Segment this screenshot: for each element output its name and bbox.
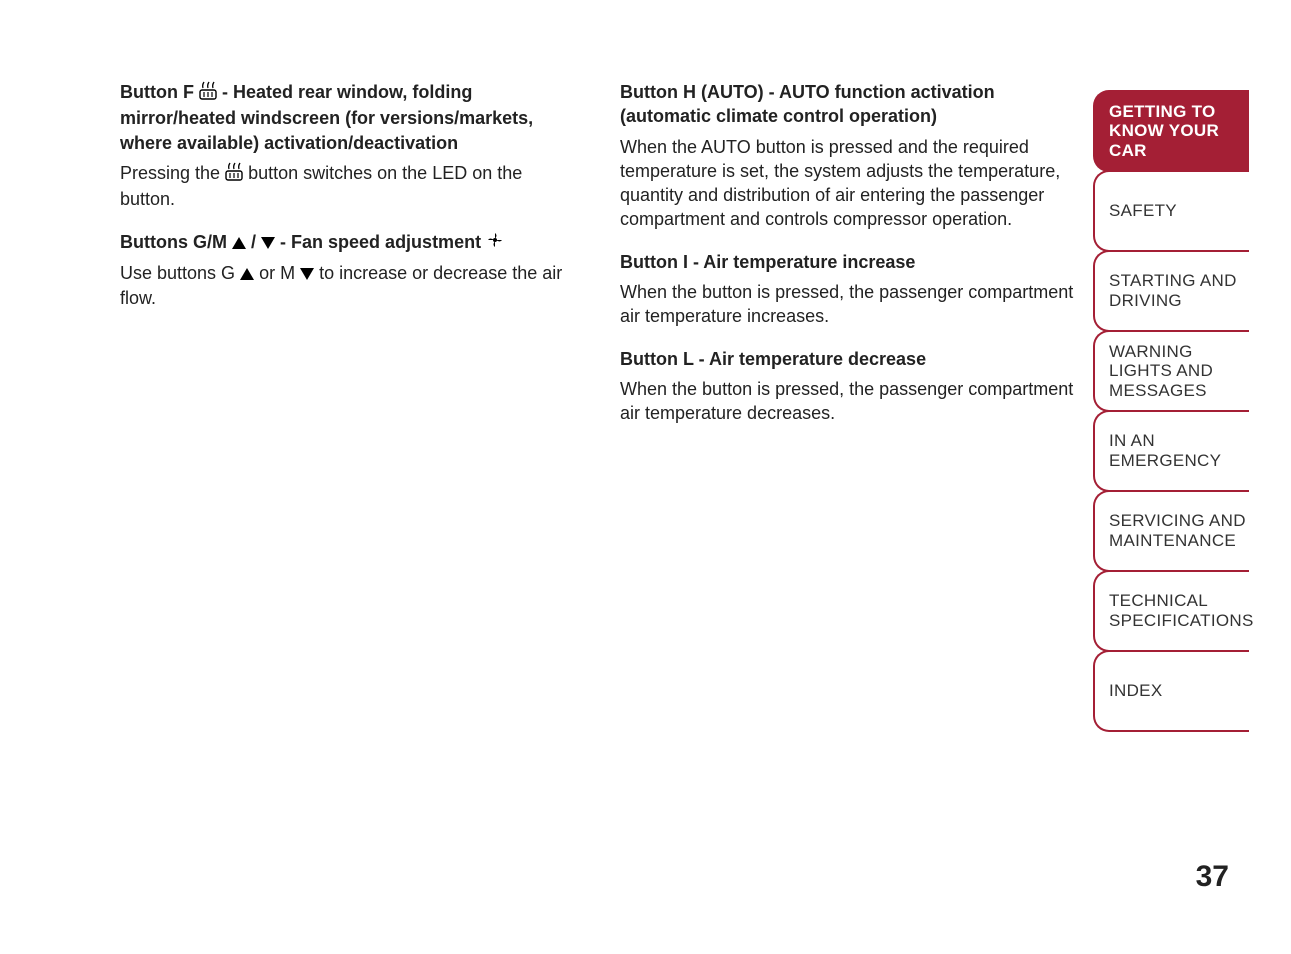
section-heading-buttons-gm: Buttons G/M / - Fan speed adjustment (120, 230, 580, 255)
body-text: When the button is pressed, the passenge… (620, 280, 1080, 329)
tab-index[interactable]: INDEX (1093, 650, 1249, 732)
triangle-down-icon (300, 262, 314, 286)
tab-warning-lights[interactable]: WARNING LIGHTS AND MESSAGES (1093, 330, 1249, 412)
tab-label: IN AN EMERGENCY (1109, 431, 1249, 470)
text: or M (259, 263, 300, 283)
heated-rear-window-icon (199, 80, 217, 106)
tab-starting-driving[interactable]: STARTING AND DRIVING (1093, 250, 1249, 332)
tab-label: GETTING TO KNOW YOUR CAR (1109, 102, 1249, 161)
tab-safety[interactable]: SAFETY (1093, 170, 1249, 252)
body-text: Use buttons G or M to increase or decrea… (120, 261, 580, 311)
section-heading-button-h: Button H (AUTO) - AUTO function activati… (620, 80, 1080, 129)
triangle-down-icon (261, 231, 275, 255)
tab-emergency[interactable]: IN AN EMERGENCY (1093, 410, 1249, 492)
text: Use buttons G (120, 263, 240, 283)
section-heading-button-l: Button L - Air temperature decrease (620, 347, 1080, 371)
tab-getting-to-know[interactable]: GETTING TO KNOW YOUR CAR (1093, 90, 1249, 172)
tab-label: SERVICING AND MAINTENANCE (1109, 511, 1249, 550)
tab-label: TECHNICAL SPECIFICATIONS (1109, 591, 1254, 630)
triangle-up-icon (232, 231, 246, 255)
text: Pressing the (120, 163, 225, 183)
tab-servicing[interactable]: SERVICING AND MAINTENANCE (1093, 490, 1249, 572)
page-number: 37 (1196, 860, 1229, 894)
tab-label: WARNING LIGHTS AND MESSAGES (1109, 342, 1249, 401)
section-heading-button-i: Button I - Air temperature increase (620, 250, 1080, 274)
right-column: Button H (AUTO) - AUTO function activati… (620, 80, 1080, 444)
body-text: When the AUTO button is pressed and the … (620, 135, 1080, 232)
left-column: Button F - Heated rear window, folding m… (120, 80, 580, 444)
heading-text: Buttons G/M (120, 232, 232, 252)
body-text: When the button is pressed, the passenge… (620, 377, 1080, 426)
fan-icon (486, 231, 504, 255)
content-columns: Button F - Heated rear window, folding m… (120, 80, 1080, 444)
triangle-up-icon (240, 262, 254, 286)
heading-text: / (251, 232, 261, 252)
tab-label: INDEX (1109, 681, 1162, 701)
section-heading-button-f: Button F - Heated rear window, folding m… (120, 80, 580, 155)
tab-label: STARTING AND DRIVING (1109, 271, 1249, 310)
body-text: Pressing the button switches on the LED … (120, 161, 580, 212)
heading-text: - Fan speed adjustment (280, 232, 486, 252)
heated-rear-window-icon (225, 161, 243, 187)
heading-text: Button F (120, 82, 199, 102)
section-tabs: GETTING TO KNOW YOUR CAR SAFETY STARTING… (1093, 90, 1249, 730)
tab-technical-specs[interactable]: TECHNICAL SPECIFICATIONS (1093, 570, 1249, 652)
tab-label: SAFETY (1109, 201, 1177, 221)
